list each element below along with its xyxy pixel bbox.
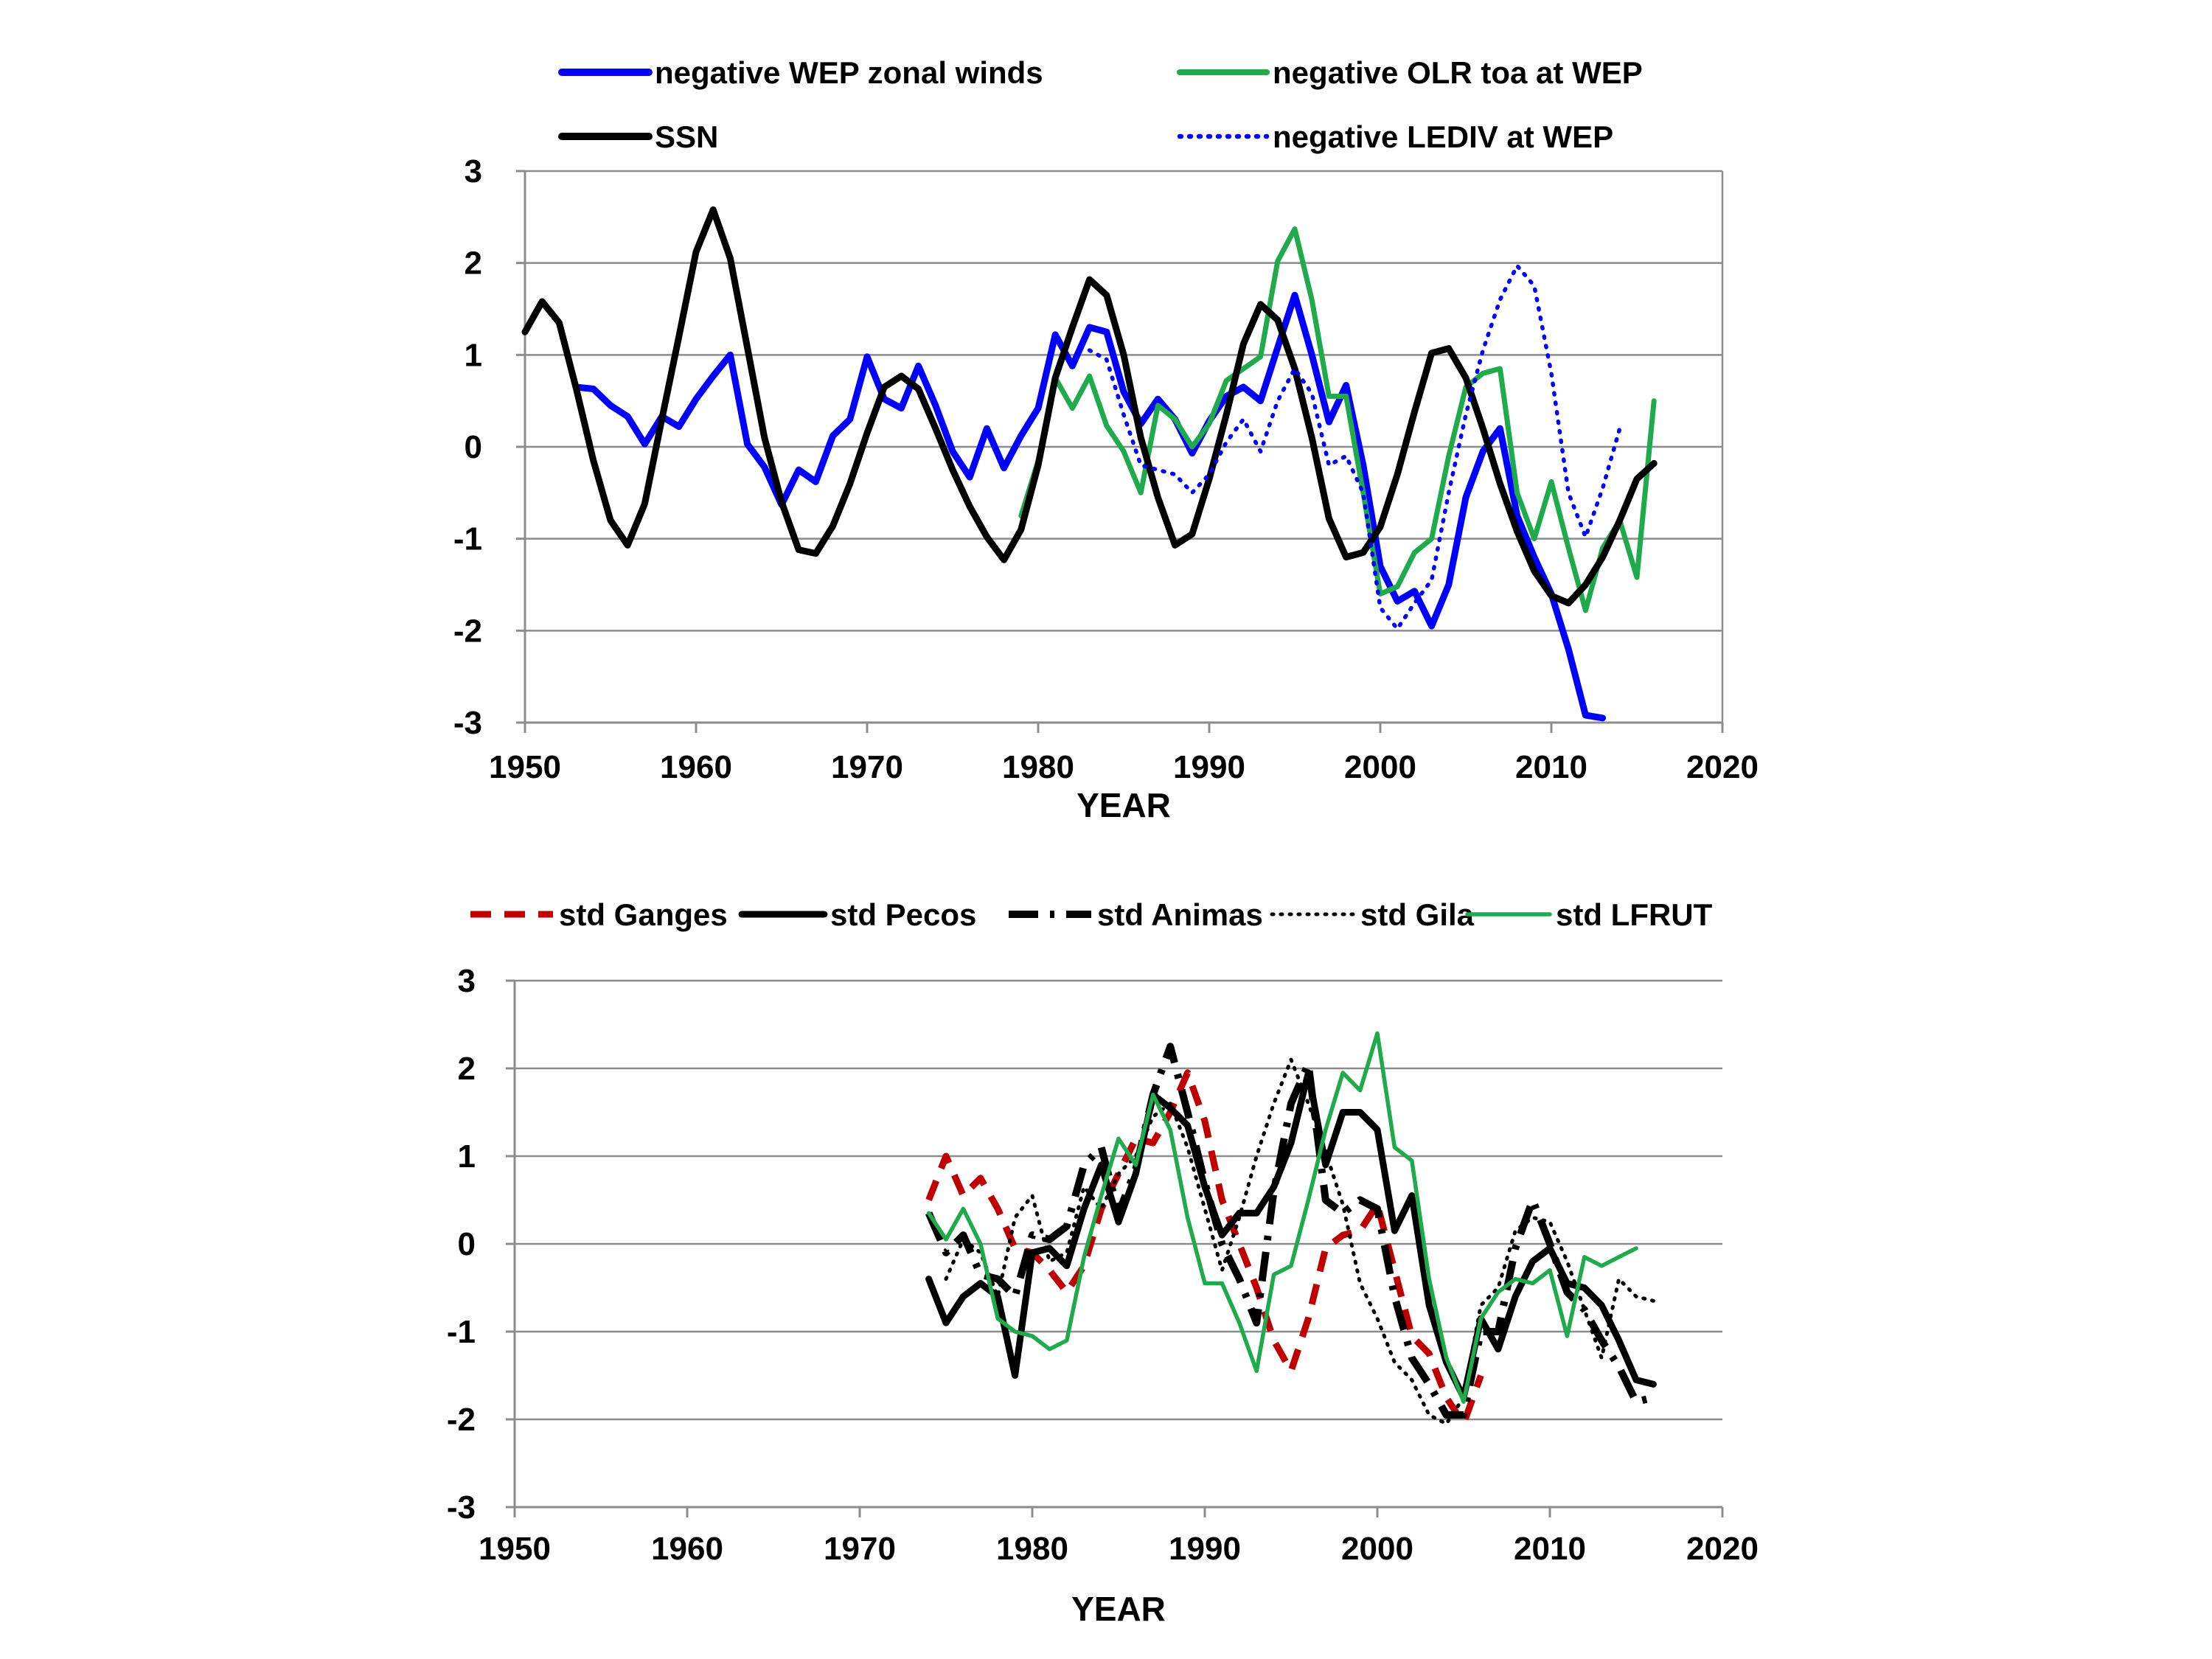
- x-axis-title: YEAR: [1071, 1590, 1166, 1628]
- series-group: [521, 206, 1658, 722]
- x-tick-label: 2000: [1341, 1531, 1413, 1567]
- y-tick-label: 1: [458, 1138, 476, 1175]
- x-tick-label: 2010: [1515, 749, 1587, 785]
- y-tick-label: -2: [453, 613, 482, 649]
- y-tick-label: 0: [465, 429, 482, 465]
- x-tick-label: 1970: [831, 749, 903, 785]
- y-tick-label: -1: [453, 521, 482, 557]
- series-line-std-lfrut: [926, 1031, 1638, 1404]
- gridlines: [515, 979, 1722, 1421]
- y-tick-label: 2: [458, 1051, 476, 1087]
- x-tick-label: 1950: [479, 1531, 551, 1567]
- x-tick-label: 1980: [996, 1531, 1068, 1567]
- x-tick-label: 1960: [651, 1531, 723, 1567]
- x-tick-label: 1950: [489, 749, 561, 785]
- series-line-negative-lediv-at-wep: [1087, 263, 1622, 631]
- y-tick-label: 1: [465, 337, 482, 373]
- x-tick-label: 1960: [660, 749, 732, 785]
- y-tick-label: -1: [447, 1314, 476, 1350]
- series-line-std-gila: [944, 1057, 1655, 1426]
- series-group: [925, 1031, 1657, 1427]
- legend: negative WEP zonal winds negative OLR toa…: [558, 55, 1643, 154]
- y-tick-label: -3: [447, 1489, 476, 1526]
- legend-label-negative-wep-zonal-winds: negative WEP zonal winds: [655, 55, 1043, 90]
- legend-label-std-gila: std Gila: [1360, 897, 1475, 932]
- y-tick-label: 0: [458, 1226, 476, 1262]
- y-tick-label: -3: [453, 705, 482, 741]
- legend-label-std-ganges: std Ganges: [559, 897, 728, 932]
- series-line-std-animas: [925, 1043, 1655, 1419]
- x-tick-label: 2020: [1686, 1531, 1759, 1567]
- x-tick-label: 2010: [1514, 1531, 1586, 1567]
- x-tick-label: 1970: [824, 1531, 896, 1567]
- legend-label-negative-olr-toa-at-wep: negative OLR toa at WEP: [1273, 55, 1643, 90]
- x-tick-label: 1980: [1002, 749, 1074, 785]
- legend-label-std-pecos: std Pecos: [830, 897, 976, 932]
- series-line-ssn: [521, 206, 1658, 607]
- bottom-chart: 1950 1960 1970 1980 1990 2000 2010 2020 3 2 1 0 -1 -2…: [447, 897, 1759, 1628]
- legend-label-std-lfrut: std LFRUT: [1556, 897, 1713, 932]
- series-line-negative-olr-toa-at-wep: [1018, 226, 1657, 613]
- y-tick-label: 2: [465, 246, 482, 282]
- legend-label-std-animas: std Animas: [1097, 897, 1263, 932]
- x-tick-label: 2020: [1686, 749, 1759, 785]
- series-line-negative-wep-zonal-winds: [573, 291, 1607, 722]
- y-tick-label: -2: [447, 1402, 476, 1438]
- legend-label-ssn: SSN: [655, 119, 718, 154]
- y-tick-label: 3: [465, 153, 482, 189]
- x-tick-label: 1990: [1169, 1531, 1241, 1567]
- x-axis-title: YEAR: [1077, 786, 1171, 824]
- y-tick-label: 3: [458, 963, 476, 999]
- series-line-std-pecos: [925, 1069, 1657, 1401]
- legend: std Ganges std Pecos std Animas std Gila std…: [470, 897, 1713, 932]
- top-chart: 1950 1960 1970 1980 1990 2000 2010 2020 3 2 1 0 -1 -2…: [453, 55, 1759, 824]
- x-tick-label: 2000: [1344, 749, 1416, 785]
- x-tick-label: 1990: [1173, 749, 1245, 785]
- legend-label-negative-lediv-at-wep: negative LEDIV at WEP: [1273, 119, 1613, 154]
